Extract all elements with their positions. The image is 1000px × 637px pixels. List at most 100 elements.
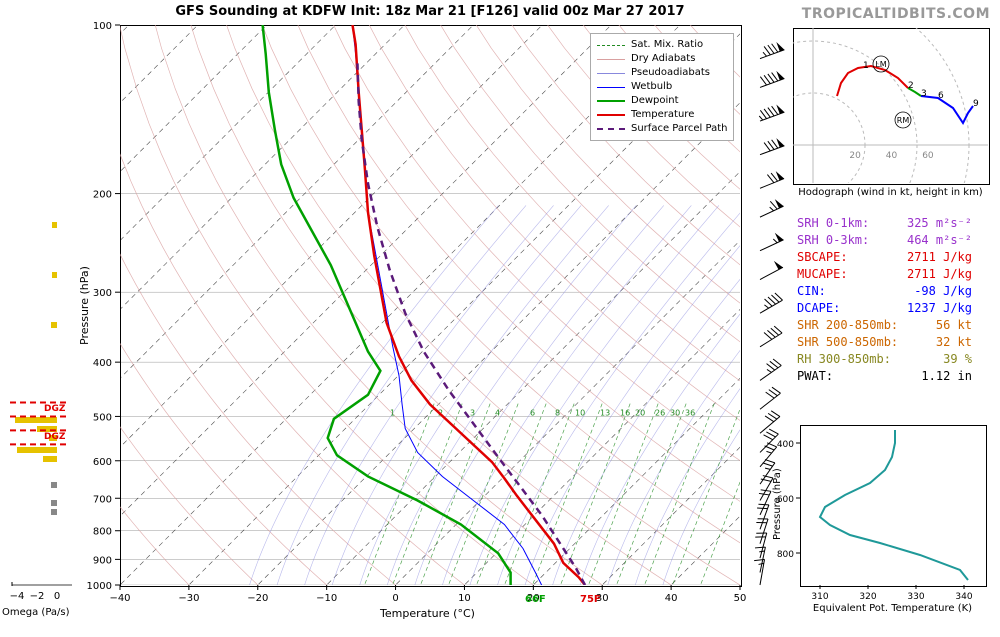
param-label: SHR 500-850mb: (797, 334, 898, 351)
svg-text:3: 3 (921, 89, 927, 99)
param-value: 2711 J/kg (900, 266, 972, 283)
legend-label: Dewpoint (631, 94, 679, 108)
svg-text:−2: −2 (30, 591, 45, 602)
param-row: SHR 500-850mb: 32 kt (797, 334, 972, 351)
dgz-label: DGZ (44, 432, 65, 442)
param-value: 39 % (921, 351, 972, 368)
param-row: SRH 0-3km: 464 m²s⁻² (797, 232, 972, 249)
svg-text:9: 9 (973, 99, 979, 109)
svg-text:20: 20 (849, 151, 861, 161)
svg-text:600: 600 (93, 457, 112, 468)
svg-text:0: 0 (54, 591, 60, 602)
param-row: RH 300-850mb: 39 % (797, 351, 972, 368)
parameters-table: SRH 0-1km: 325 m²s⁻²SRH 0-3km: 464 m²s⁻²… (797, 215, 972, 385)
skewt-x-axis-label: Temperature (°C) (380, 607, 475, 620)
svg-text:4: 4 (495, 408, 500, 417)
svg-text:36: 36 (685, 408, 695, 417)
param-value: 2711 J/kg (900, 249, 972, 266)
param-value: 32 kt (914, 334, 972, 351)
param-label: CIN: (797, 283, 826, 300)
svg-text:10: 10 (575, 408, 585, 417)
surf_temp-label: 75F (580, 594, 601, 605)
svg-text:−4: −4 (10, 591, 25, 602)
svg-text:800: 800 (777, 550, 794, 560)
svg-text:310: 310 (811, 592, 828, 602)
param-value: 1237 J/kg (900, 300, 972, 317)
svg-text:40: 40 (665, 593, 678, 604)
svg-text:13: 13 (600, 408, 610, 417)
svg-text:16: 16 (620, 408, 630, 417)
param-label: RH 300-850mb: (797, 351, 891, 368)
param-row: SRH 0-1km: 325 m²s⁻² (797, 215, 972, 232)
svg-text:−20: −20 (247, 593, 268, 604)
svg-text:−30: −30 (178, 593, 199, 604)
svg-text:320: 320 (859, 592, 876, 602)
svg-text:400: 400 (93, 358, 112, 369)
svg-text:330: 330 (907, 592, 924, 602)
omega-x-axis-label: Omega (Pa/s) (2, 607, 70, 618)
param-label: MUCAPE: (797, 266, 848, 283)
svg-text:6: 6 (938, 91, 944, 101)
param-row: MUCAPE: 2711 J/kg (797, 266, 972, 283)
param-value: 325 m²s⁻² (893, 215, 972, 232)
svg-text:20: 20 (635, 408, 645, 417)
param-label: SRH 0-1km: (797, 215, 869, 232)
svg-text:−10: −10 (316, 593, 337, 604)
svg-text:500: 500 (93, 412, 112, 423)
surf_dew-label: 66F (525, 594, 546, 605)
param-label: SHR 200-850mb: (797, 317, 898, 334)
dgz-label: DGZ (44, 404, 65, 414)
hodograph-caption: Hodograph (wind in kt, height in km) (793, 187, 988, 198)
svg-text:200: 200 (93, 190, 112, 201)
legend-item: Temperature (597, 108, 727, 122)
param-row: DCAPE: 1237 J/kg (797, 300, 972, 317)
svg-text:−40: −40 (109, 593, 130, 604)
legend-item: Dry Adiabats (597, 52, 727, 66)
param-label: SBCAPE: (797, 249, 848, 266)
svg-text:8: 8 (555, 408, 560, 417)
legend-item: Sat. Mix. Ratio (597, 38, 727, 52)
legend-item: Dewpoint (597, 94, 727, 108)
svg-text:0: 0 (392, 593, 398, 604)
param-row: SHR 200-850mb: 56 kt (797, 317, 972, 334)
legend-label: Dry Adiabats (631, 52, 695, 66)
param-row: SBCAPE: 2711 J/kg (797, 249, 972, 266)
legend-label: Sat. Mix. Ratio (631, 38, 703, 52)
param-value: -98 J/kg (900, 283, 972, 300)
svg-text:30: 30 (670, 408, 680, 417)
svg-text:800: 800 (93, 527, 112, 538)
param-label: DCAPE: (797, 300, 840, 317)
svg-text:1: 1 (390, 408, 395, 417)
svg-text:340: 340 (955, 592, 972, 602)
skewt-legend: Sat. Mix. RatioDry AdiabatsPseudoadiabat… (590, 33, 734, 141)
param-value: 1.12 in (914, 368, 972, 385)
svg-text:700: 700 (93, 494, 112, 505)
param-label: PWAT: (797, 368, 833, 385)
legend-item: Surface Parcel Path (597, 122, 727, 136)
svg-text:100: 100 (93, 21, 112, 32)
svg-text:10: 10 (458, 593, 471, 604)
skewt-y-axis-label: Pressure (hPa) (78, 266, 91, 345)
svg-text:400: 400 (777, 440, 794, 450)
param-value: 464 m²s⁻² (893, 232, 972, 249)
legend-label: Surface Parcel Path (631, 122, 727, 136)
param-label: SRH 0-3km: (797, 232, 869, 249)
svg-text:6: 6 (530, 408, 535, 417)
thetae-x-axis-label: Equivalent Pot. Temperature (K) (800, 603, 985, 614)
svg-text:300: 300 (93, 288, 112, 299)
svg-text:26: 26 (655, 408, 665, 417)
thetae-y-axis-label: Pressure (hPa) (772, 468, 783, 540)
svg-text:60: 60 (922, 151, 934, 161)
svg-text:2: 2 (908, 81, 914, 91)
param-value: 56 kt (914, 317, 972, 334)
svg-text:LM: LM (875, 60, 886, 69)
legend-label: Temperature (631, 108, 694, 122)
param-row: CIN: -98 J/kg (797, 283, 972, 300)
legend-label: Wetbulb (631, 80, 672, 94)
svg-text:3: 3 (470, 408, 475, 417)
legend-item: Wetbulb (597, 80, 727, 94)
svg-text:40: 40 (886, 151, 898, 161)
svg-text:900: 900 (93, 555, 112, 566)
svg-text:1000: 1000 (87, 581, 112, 592)
legend-label: Pseudoadiabats (631, 66, 710, 80)
